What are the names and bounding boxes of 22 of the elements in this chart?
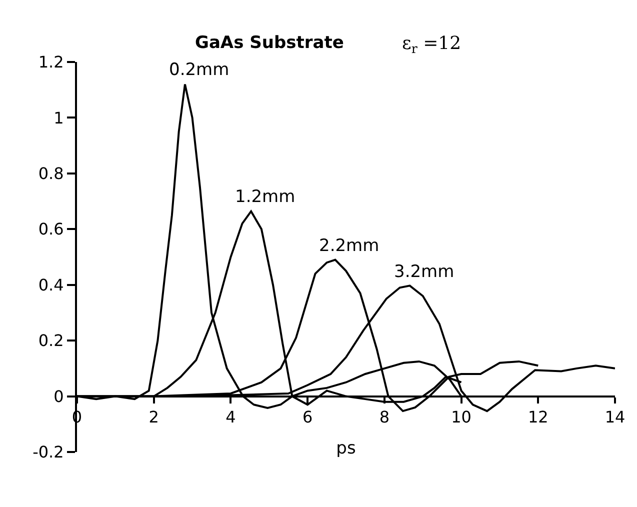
y-tick-label: 0.6: [38, 220, 64, 239]
chart-subtitle: ε$_{r}$ =12: [402, 33, 462, 56]
x-tick-label: 12: [528, 407, 548, 426]
series-label: 1.2mm: [235, 187, 296, 207]
x-tick-label: 10: [451, 407, 472, 426]
x-axis-title: ps: [336, 438, 356, 458]
x-tick-label: 8: [379, 407, 390, 426]
series-label: 2.2mm: [319, 236, 380, 256]
y-tick-label: 1: [54, 108, 64, 128]
x-tick-label: 6: [302, 407, 313, 426]
y-tick-label: 1.2: [38, 52, 64, 72]
series-label: 0.2mm: [169, 60, 230, 80]
y-tick-label: 0.8: [38, 164, 64, 184]
y-tick-label: -0.2: [32, 442, 64, 462]
x-tick-label: 14: [604, 407, 626, 426]
series-label: 3.2mm: [394, 262, 454, 282]
x-tick-label: 2: [148, 407, 159, 426]
y-tick-label: 0.2: [38, 331, 64, 350]
chart-title: GaAs Substrate: [195, 33, 344, 53]
x-tick-label: 4: [226, 407, 236, 426]
y-tick-label: 0.4: [38, 275, 64, 294]
y-tick-label: 0: [54, 386, 64, 406]
